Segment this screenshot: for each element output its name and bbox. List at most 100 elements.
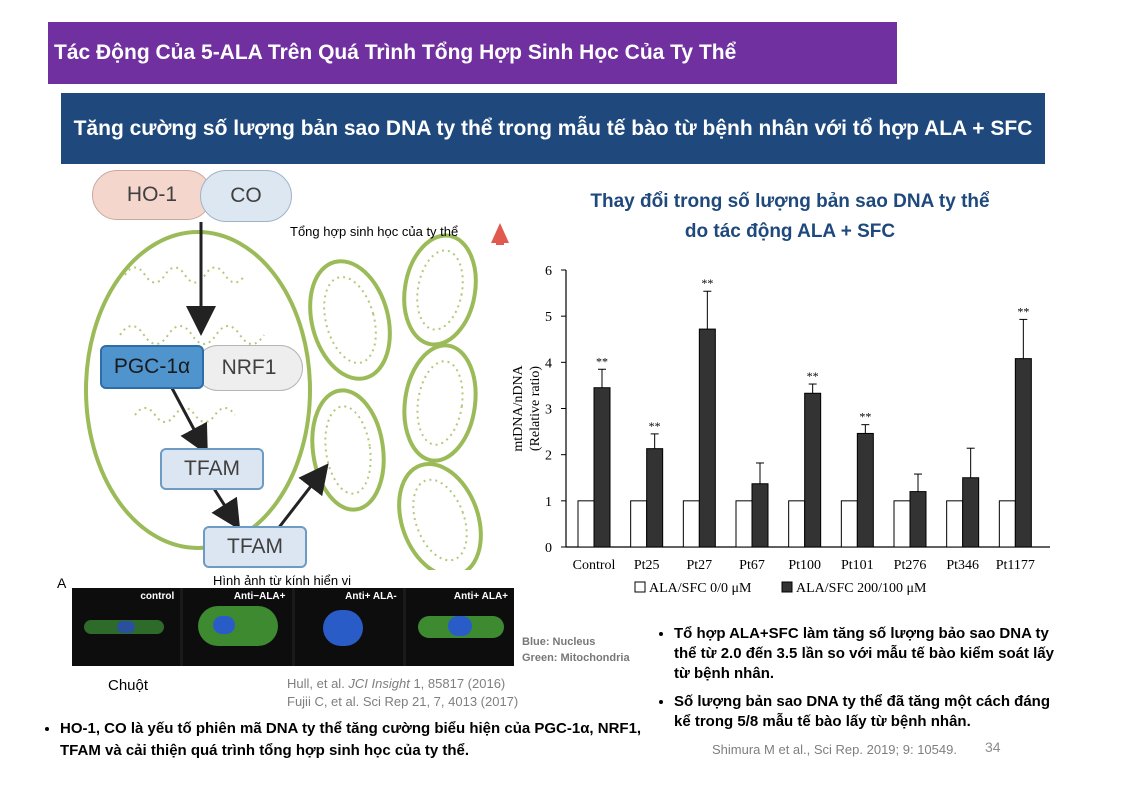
significance-mark: ** <box>807 369 819 383</box>
mitochondrion <box>402 343 478 463</box>
ho1-label: HO-1 <box>126 183 178 206</box>
mitochondrion <box>402 233 478 347</box>
tfam-label: TFAM <box>227 535 283 558</box>
bar-treated <box>1014 358 1032 548</box>
micro-panel-label: Anti+ ALA+ <box>453 591 508 602</box>
significance-mark: ** <box>596 354 608 368</box>
bar-treated <box>856 432 874 548</box>
bar-treated <box>804 392 822 548</box>
page-number: 34 <box>985 739 1001 755</box>
y-tick-label: 5 <box>545 310 552 325</box>
x-tick-label: Pt27 <box>686 558 712 573</box>
micro-caption: Hình ảnh từ kính hiển vi <box>213 573 352 588</box>
bar-treated <box>593 387 611 548</box>
x-tick-label: Pt346 <box>946 558 979 573</box>
biogenesis-label: Tổng hợp sinh học của ty thể <box>290 224 459 239</box>
nrf1-label: NRF1 <box>221 356 277 379</box>
pgc1a-label: PGC-1α <box>113 355 191 378</box>
pgc1a-node: PGC-1α <box>100 345 204 389</box>
micro-panel-label: Anti+ ALA- <box>345 591 397 602</box>
tfam-label: TFAM <box>184 457 240 480</box>
bar-treated <box>962 477 980 548</box>
y-axis-label: mtDNA/nDNA <box>511 364 526 451</box>
bar-treated <box>751 483 769 548</box>
bar-control <box>998 500 1016 548</box>
reference-shimura: Shimura M et al., Sci Rep. 2019; 9: 1054… <box>712 742 957 757</box>
bar-control <box>630 500 648 548</box>
legend-label-treated: ALA/SFC 200/100 μM <box>796 581 927 596</box>
legend-green: Green: Mitochondria <box>522 652 630 664</box>
x-tick-label: Pt276 <box>894 558 927 573</box>
x-tick-label: Pt25 <box>634 558 660 573</box>
microscopy-strip: control Anti−ALA+ Anti+ ALA- Anti+ ALA+ <box>72 588 514 666</box>
mtdna-bar-chart: 0 1 2 3 4 5 6 mtDNA/nDNA (Relative ratio) ** Contr… <box>511 264 1050 596</box>
legend-swatch-control <box>634 581 646 593</box>
micro-panel-label: control <box>140 591 175 602</box>
x-tick-label: Pt1177 <box>996 558 1035 573</box>
micro-panel: control <box>72 588 181 666</box>
title-bar: Tác Động Của 5-ALA Trên Quá Trình Tổng H… <box>48 22 897 84</box>
co-label: CO <box>230 184 262 207</box>
bar-control <box>577 500 595 548</box>
subtitle-bar: Tăng cường số lượng bản sao DNA ty thể t… <box>61 93 1045 164</box>
legend-swatch-treated <box>781 581 793 593</box>
increase-arrow-icon <box>491 223 509 245</box>
micro-panel: Anti−ALA+ <box>183 588 292 666</box>
mitochondrion <box>397 461 483 570</box>
chart-heading: Thay đổi trong số lượng bản sao DNA ty t… <box>560 187 1020 247</box>
micro-panel-label: Anti−ALA+ <box>233 591 286 602</box>
bar-control <box>682 500 700 548</box>
micro-panel: Anti+ ALA+ <box>405 588 514 666</box>
cristae <box>119 266 265 423</box>
x-tick-label: Pt100 <box>788 558 821 573</box>
y-tick-label: 0 <box>545 541 552 556</box>
mitochondria-group <box>308 233 483 570</box>
y-axis-label: (Relative ratio) <box>528 366 543 451</box>
significance-mark: ** <box>701 276 713 290</box>
y-tick-label: 4 <box>545 356 552 371</box>
reference-hull: Hull, et al. JCI Insight 1, 85817 (2016) <box>287 676 506 691</box>
legend-blue: Blue: Nucleus <box>522 636 596 648</box>
reference-fujii: Fujii C, et al. Sci Rep 21, 7, 4013 (201… <box>287 694 519 709</box>
significance-mark: ** <box>859 410 871 424</box>
bullet-item: Tổ hợp ALA+SFC làm tăng số lượng bảo sao… <box>674 624 1062 684</box>
bar-treated <box>698 328 716 548</box>
chart-heading-line1: Thay đổi trong số lượng bản sao DNA ty t… <box>590 191 990 212</box>
mitochondrion <box>308 259 392 381</box>
nrf1-node: NRF1 <box>195 345 303 391</box>
bar-control <box>946 500 964 548</box>
x-tick-label: Control <box>573 558 616 573</box>
significance-mark: ** <box>1017 304 1029 318</box>
x-tick-label: Pt67 <box>739 558 765 573</box>
micro-panel: Anti+ ALA- <box>294 588 403 666</box>
slide-subtitle: Tăng cường số lượng bản sao DNA ty thể t… <box>73 116 1033 140</box>
y-tick-label: 3 <box>545 403 552 418</box>
chart-heading-line2: do tác động ALA + SFC <box>684 221 896 242</box>
bar-control <box>735 500 753 548</box>
significance-mark: ** <box>649 419 661 433</box>
legend-label-control: ALA/SFC 0/0 μM <box>649 581 752 596</box>
bar-control <box>840 500 858 548</box>
y-tick-label: 1 <box>545 495 552 510</box>
bar-control <box>893 500 911 548</box>
cell-outline <box>84 230 312 550</box>
bullet-item: Số lượng bản sao DNA ty thể đã tăng một … <box>674 692 1062 732</box>
y-tick-label: 6 <box>545 264 552 279</box>
tfam-node-nucleus: TFAM <box>160 448 264 490</box>
bullet-item: HO-1, CO là yếu tố phiên mã DNA ty thể t… <box>60 718 678 762</box>
left-bullet: HO-1, CO là yếu tố phiên mã DNA ty thể t… <box>38 718 678 770</box>
co-node: CO <box>200 170 292 222</box>
panel-label: A <box>57 575 67 591</box>
x-tick-label: Pt101 <box>841 558 874 573</box>
tfam-node-mito: TFAM <box>203 526 307 568</box>
right-bullets: Tổ hợp ALA+SFC làm tăng số lượng bảo sao… <box>652 624 1062 740</box>
bar-treated <box>646 448 664 548</box>
slide-title: Tác Động Của 5-ALA Trên Quá Trình Tổng H… <box>54 41 737 64</box>
pathway-diagram <box>84 222 509 570</box>
bar-treated <box>909 491 927 548</box>
mitochondrion <box>310 388 386 512</box>
y-tick-label: 2 <box>545 449 552 464</box>
bar-control <box>788 500 806 548</box>
organism-label: Chuột <box>108 677 149 694</box>
ho1-node: HO-1 <box>92 170 212 220</box>
